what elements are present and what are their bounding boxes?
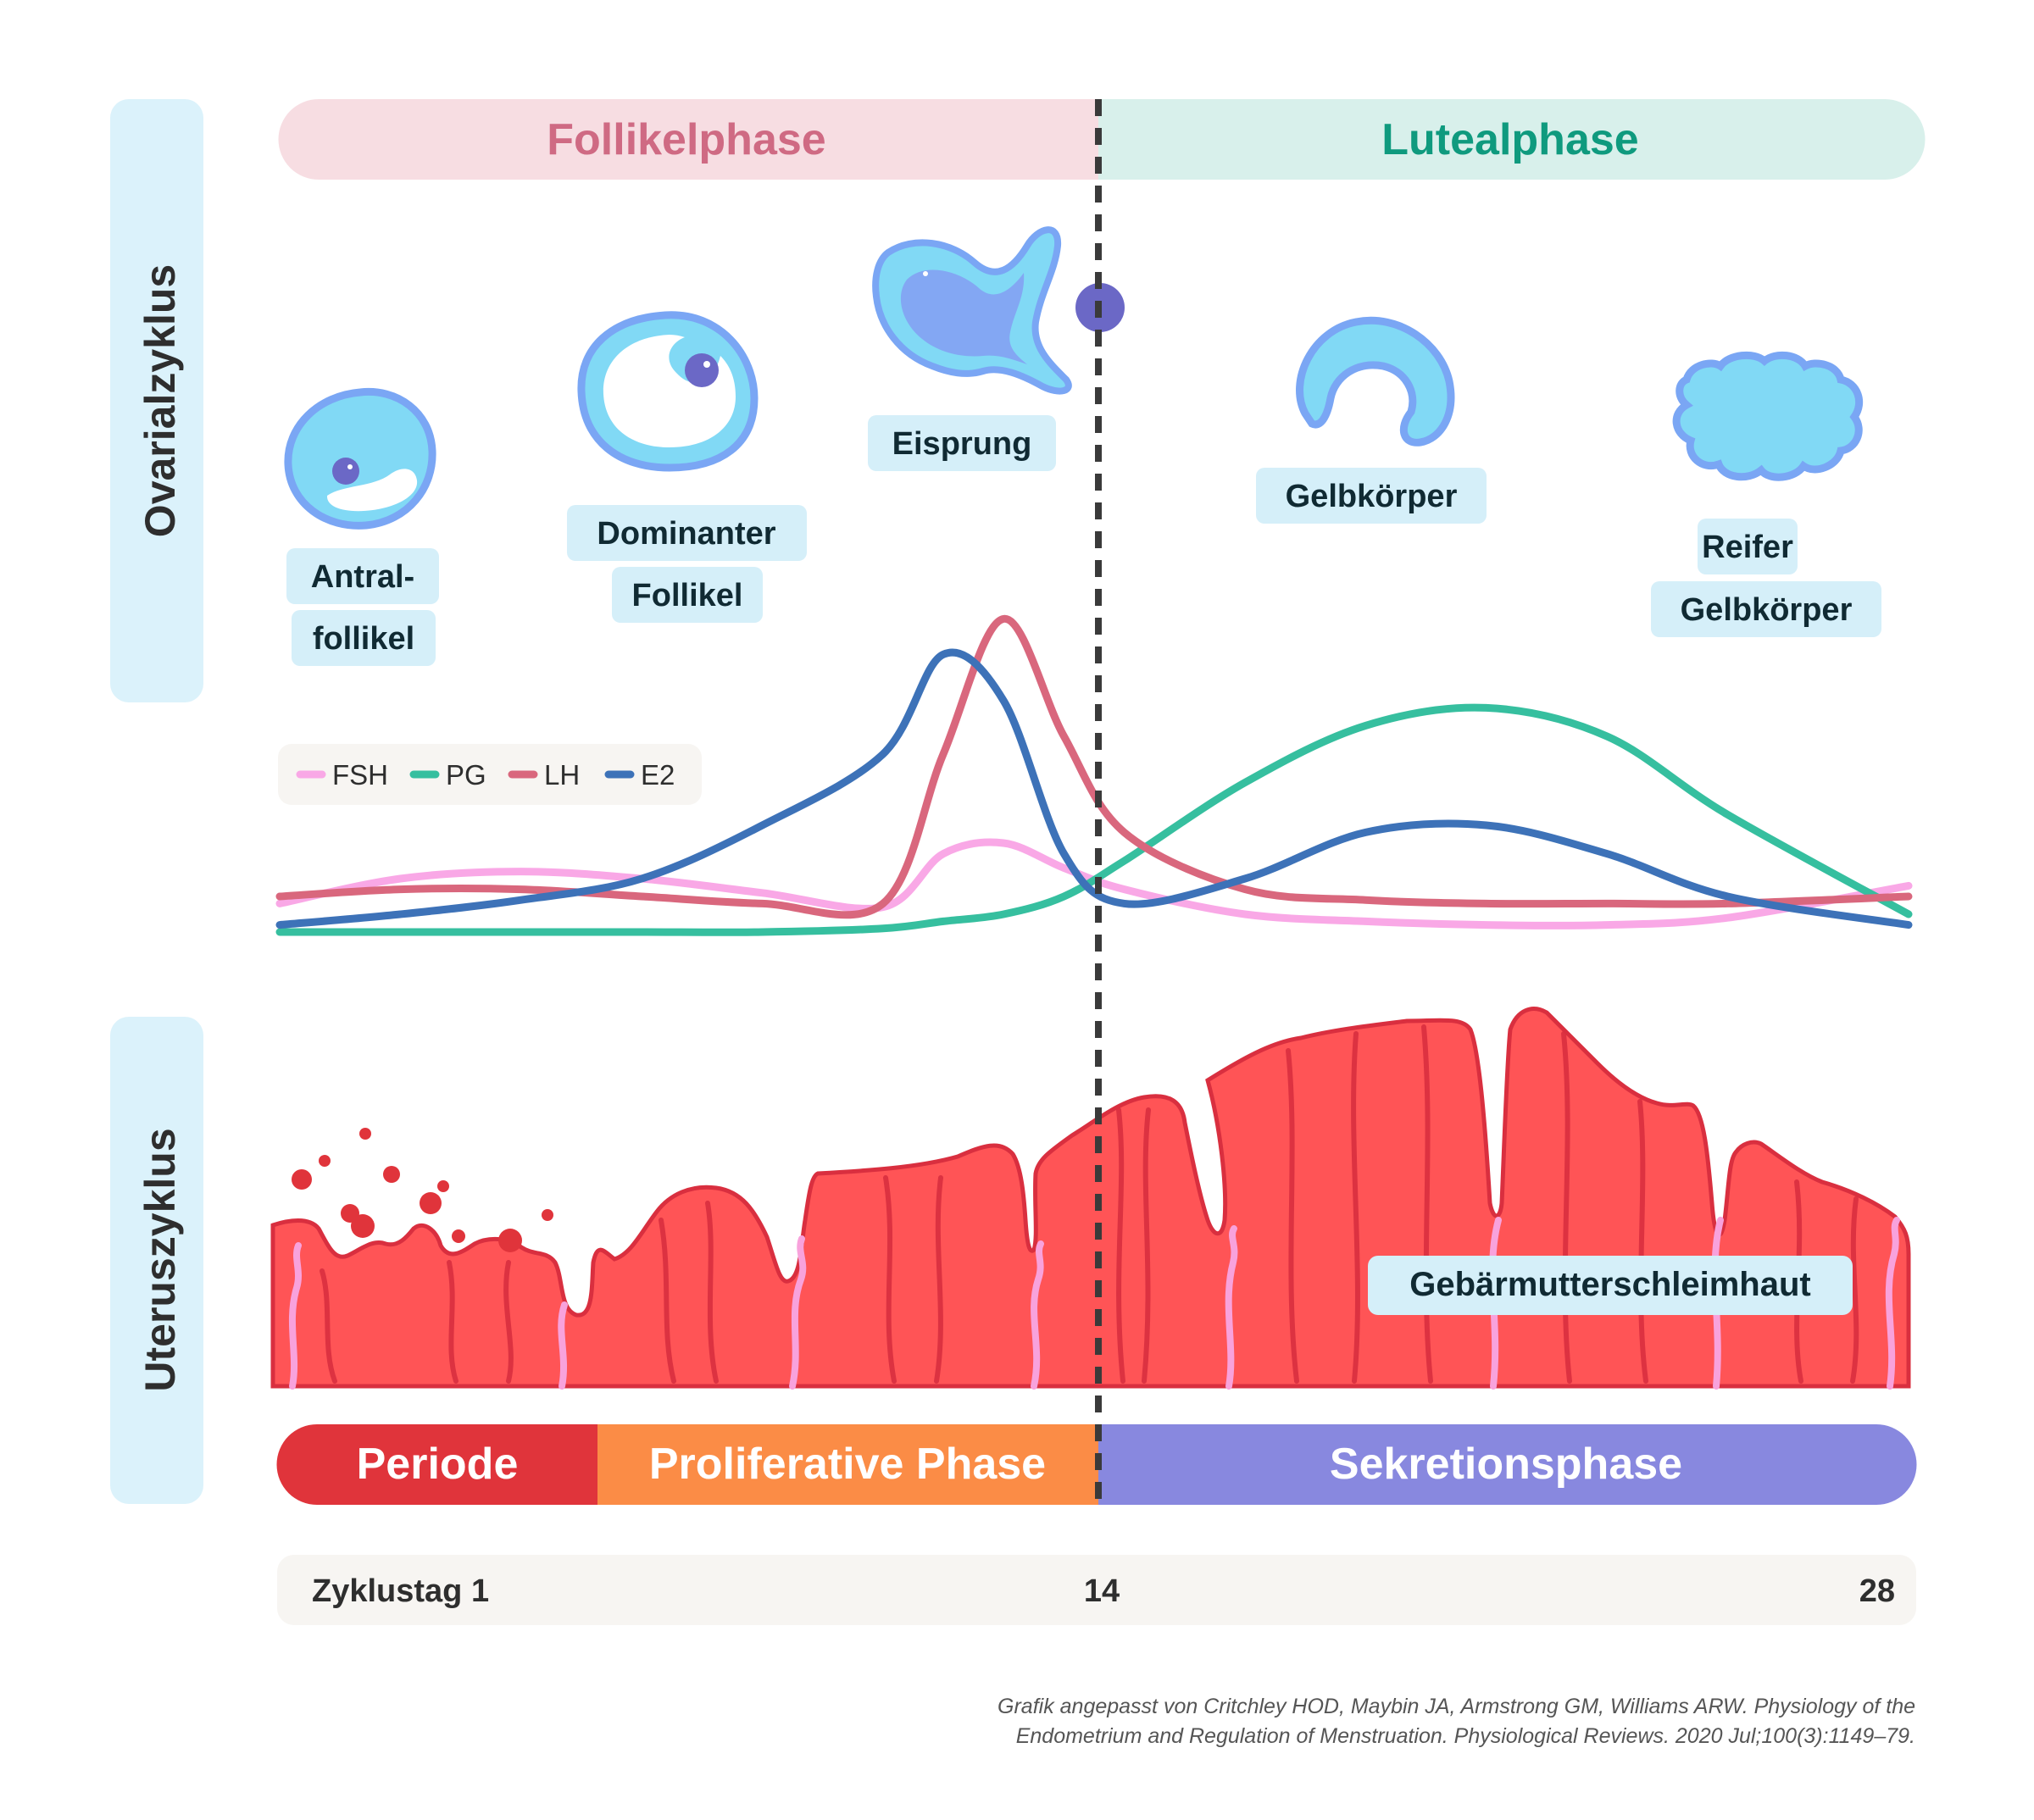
endometrium-folds	[320, 1024, 1859, 1384]
endometrium-tissue	[270, 1007, 1911, 1390]
hormone-curve-lh	[275, 614, 1913, 919]
mature-label-line1: Reifer	[1702, 530, 1793, 565]
stage-label-mature-corpus: Reifer Gelbkörper	[1651, 519, 1881, 637]
stage-label-corpus-luteum: Gelbkörper	[1256, 468, 1487, 524]
timeline-start-label: Zyklustag 1	[312, 1573, 489, 1609]
stage-label-dominant: Dominanter Follikel	[567, 505, 807, 623]
cycle-day-timeline: Zyklustag 1 14 28	[277, 1555, 1916, 1625]
mature-corpus-luteum-icon	[1672, 351, 1864, 481]
citation-line2: Endometrium and Regulation of Menstruati…	[1016, 1724, 1915, 1748]
blood-droplets	[292, 1128, 553, 1252]
endometrium-label: Gebärmutterschleimhaut	[1409, 1266, 1810, 1303]
legend-label-fsh: FSH	[332, 759, 388, 791]
hormone-legend: FSH PG LH E2	[278, 744, 702, 805]
secretory-phase-bar	[1098, 1424, 1917, 1505]
legend-label-lh: LH	[544, 759, 580, 791]
follicular-phase-label: Follikelphase	[547, 115, 825, 164]
ovulation-label: Eisprung	[892, 426, 1032, 462]
proliferative-phase-bar	[597, 1424, 1098, 1505]
citation-line1: Grafik angepasst von Critchley HOD, Mayb…	[998, 1695, 1915, 1718]
ovulation-follicle-icon	[872, 226, 1125, 395]
timeline-end-label: 28	[1859, 1573, 1895, 1609]
hormone-curve-e2	[275, 648, 1913, 929]
uterine-section-label: Uteruszyklus	[136, 1128, 184, 1391]
period-phase-label: Periode	[357, 1440, 519, 1489]
endometrium-layer	[270, 1007, 1911, 1389]
top-phase-bar: Follikelphase Lutealphase	[278, 99, 1926, 180]
period-phase-bar	[276, 1424, 597, 1505]
timeline-background	[277, 1555, 1916, 1625]
dominant-label-line1: Dominanter	[597, 516, 775, 552]
mature-label-line2: Gelbkörper	[1681, 592, 1853, 628]
dominant-label-line2: Follikel	[632, 578, 743, 613]
luteal-phase-bar	[1098, 99, 1926, 180]
hormone-curves	[275, 614, 1913, 936]
antral-follicle-icon	[284, 387, 436, 530]
legend-label-pg: PG	[446, 759, 486, 791]
stage-label-antral: Antral- follikel	[286, 548, 439, 666]
follicular-phase-bar	[278, 99, 1098, 180]
antral-label-line1: Antral-	[311, 559, 414, 595]
endometrium-label-bg	[1368, 1256, 1853, 1315]
secretory-phase-label: Sekretionsphase	[1330, 1440, 1682, 1489]
corpus-luteum-icon	[1296, 316, 1455, 447]
stage-label-ovulation: Eisprung	[868, 415, 1056, 471]
timeline-mid-label: 14	[1084, 1573, 1120, 1609]
hormone-curve-fsh	[275, 838, 1913, 929]
bottom-phase-bar: Periode Proliferative Phase Sekretionsph…	[276, 1424, 1917, 1505]
legend-background	[278, 744, 702, 805]
ovarian-section-panel	[110, 99, 203, 702]
legend-label-e2: E2	[641, 759, 675, 791]
dominant-follicle-icon	[577, 311, 759, 472]
antral-label-line2: follikel	[313, 621, 414, 657]
ovarian-section-label: Ovarialzyklus	[136, 264, 184, 537]
corpus-luteum-label: Gelbkörper	[1286, 479, 1458, 514]
uterine-section-panel	[110, 1017, 203, 1504]
hormone-curve-pg	[275, 703, 1913, 936]
luteal-phase-label: Lutealphase	[1381, 115, 1638, 164]
proliferative-phase-label: Proliferative Phase	[649, 1440, 1046, 1489]
